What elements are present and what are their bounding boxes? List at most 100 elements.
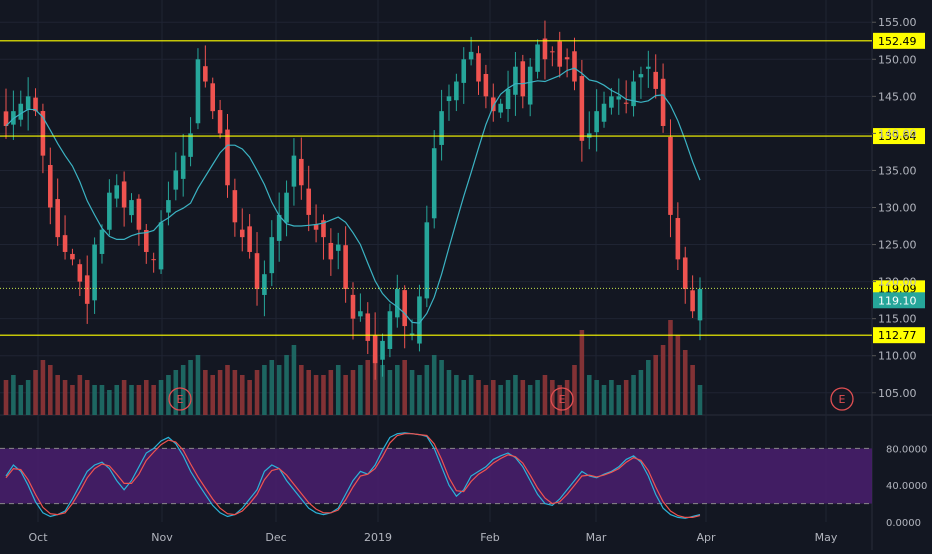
- earnings-marker-icon: [830, 387, 854, 411]
- volume-bar: [358, 365, 363, 415]
- volume-bar: [594, 380, 599, 415]
- price-tick-label: 155.00: [878, 16, 917, 29]
- stoch-tick-label: 80.0000: [886, 444, 927, 455]
- candle-body: [542, 38, 548, 60]
- volume-bar: [232, 370, 238, 415]
- candle-body: [321, 220, 326, 238]
- volume-bar: [446, 370, 452, 415]
- volume-bar: [269, 360, 275, 415]
- volume-bar: [365, 360, 371, 415]
- time-tick-label: Dec: [265, 531, 286, 544]
- volume-bar: [173, 370, 179, 415]
- candle-body: [328, 242, 334, 260]
- candle-body: [55, 199, 60, 238]
- stoch-band: [0, 448, 872, 504]
- candle-body: [291, 155, 297, 187]
- volume-bar: [40, 360, 46, 415]
- candle-body: [77, 264, 83, 282]
- volume-bar: [424, 365, 430, 415]
- dotted-level-label: 119.09: [878, 282, 917, 295]
- volume-bar: [48, 365, 53, 415]
- volume-bar: [660, 345, 666, 415]
- volume-bar: [195, 355, 201, 415]
- candlesticks[interactable]: [3, 20, 703, 380]
- candle-body: [461, 59, 467, 83]
- candle-body: [180, 155, 186, 179]
- price-axis[interactable]: 105.00 110.00 115.00 120.00 125.00 130.00 135.…: [872, 16, 927, 529]
- volume-bar: [62, 380, 68, 415]
- candle-body: [195, 59, 201, 124]
- price-tick-label: 125.00: [878, 239, 917, 252]
- volume-bar: [498, 385, 503, 415]
- volume-bar: [409, 370, 415, 415]
- volume-bar: [490, 380, 496, 415]
- candle-body: [114, 185, 120, 199]
- volume-bar: [203, 370, 208, 415]
- candle-body: [358, 311, 363, 317]
- price-tick-label: 105.00: [878, 387, 917, 400]
- candle-body: [48, 164, 53, 208]
- volume-bar: [483, 385, 489, 415]
- candle-body: [417, 296, 422, 344]
- price-tick-label: 150.00: [878, 53, 917, 66]
- candle-body: [84, 275, 90, 304]
- volume-bar: [682, 350, 688, 415]
- candle-body: [70, 253, 75, 260]
- volume-bar: [335, 365, 341, 415]
- candle-body: [3, 111, 9, 126]
- volume-bar: [239, 375, 245, 415]
- candle-body: [166, 200, 171, 213]
- candle-body: [247, 226, 252, 252]
- volume-bar: [513, 375, 518, 415]
- candle-body: [564, 57, 570, 60]
- candle-body: [513, 66, 518, 95]
- time-tick-label: May: [815, 531, 838, 544]
- candle-body: [107, 192, 112, 230]
- volume-bar: [107, 390, 112, 415]
- volume-bar: [92, 385, 97, 415]
- volume-bar: [254, 370, 260, 415]
- candle-body: [350, 294, 356, 319]
- candle-body: [158, 222, 164, 270]
- candle-body: [136, 198, 142, 230]
- candle-body: [343, 245, 348, 290]
- volume-bar: [276, 365, 282, 415]
- level-badge: [873, 32, 925, 49]
- candle-body: [188, 133, 193, 157]
- volume-bar: [313, 375, 319, 415]
- price-tick-label: 145.00: [878, 90, 917, 103]
- stochastic-pane[interactable]: [0, 432, 872, 519]
- time-axis[interactable]: Oct Nov Dec 2019 Feb Mar Apr May: [28, 531, 837, 544]
- volume-bar: [461, 380, 467, 415]
- volume-bar: [454, 375, 459, 415]
- candle-body: [675, 218, 681, 260]
- candle-body: [616, 96, 622, 100]
- time-tick-label: Mar: [586, 531, 607, 544]
- volume-bar: [180, 365, 186, 415]
- candle-body: [284, 192, 289, 223]
- volume-bar: [18, 385, 24, 415]
- candle-body: [631, 81, 636, 107]
- volume-bar: [616, 385, 622, 415]
- price-tick-label: 135.00: [878, 164, 917, 177]
- volume-bar: [299, 365, 304, 415]
- candle-body: [505, 88, 511, 109]
- candle-body: [365, 313, 371, 341]
- candle-body: [697, 289, 703, 321]
- candle-body: [62, 235, 68, 252]
- volume-bars: [3, 320, 703, 415]
- volume-bar: [653, 355, 658, 415]
- volume-bar: [25, 380, 31, 415]
- candle-body: [203, 66, 208, 82]
- candle-body: [121, 181, 127, 208]
- volume-bar: [84, 380, 90, 415]
- candle-body: [557, 41, 563, 67]
- volume-bar: [542, 375, 548, 415]
- level-label: 112.77: [878, 329, 917, 342]
- volume-bar: [395, 365, 400, 415]
